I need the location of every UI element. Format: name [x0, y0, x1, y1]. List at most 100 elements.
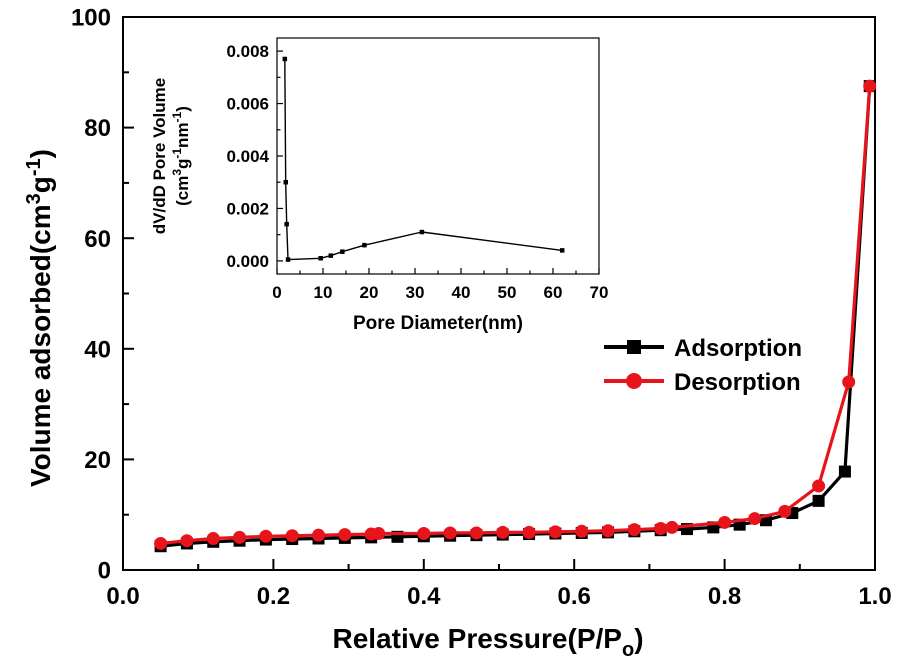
main-point-desorption [601, 524, 615, 538]
main-y-axis-title-close: ) [25, 149, 56, 158]
main-y-tick-label: 80 [84, 115, 111, 142]
main-y-tick-labels: 0 20 40 60 80 100 [71, 5, 111, 585]
inset-point-pore-size-distribution [362, 242, 367, 248]
main-x-axis-title-sub: o [622, 639, 634, 661]
main-x-tick-label: 0.2 [257, 583, 290, 610]
inset-plot: 0 10 20 30 40 50 60 70 0.0000.0020.0040.0060.00… [150, 37, 608, 334]
main-x-axis-title-unit: (P/P [568, 623, 622, 654]
inset-y-title-part-c: nm [173, 122, 192, 148]
main-x-tick-label: 0.8 [708, 583, 741, 610]
main-point-desorption [233, 530, 247, 544]
inset-y-axis-title-line2: (cm3g-1nm-1) [170, 106, 192, 206]
inset-x-tick-label: 20 [360, 283, 379, 302]
legend-marker-adsorption [627, 340, 641, 354]
main-point-desorption [627, 523, 641, 537]
inset-y-tick-labels: 0.000 0.002 0.004 0.006 0.008 [226, 42, 269, 271]
main-point-desorption [417, 527, 431, 541]
main-y-axis-title-unit: (cm [25, 204, 56, 254]
main-y-tick-label: 0 [98, 558, 111, 585]
main-point-desorption [522, 525, 536, 539]
main-point-desorption [575, 524, 589, 538]
main-series [154, 79, 877, 553]
main-point-desorption [718, 515, 732, 529]
inset-point-pore-size-distribution [419, 229, 425, 235]
main-point-desorption [748, 512, 762, 526]
main-x-axis-title-main: Relative Pressure [332, 623, 567, 654]
main-point-desorption [372, 527, 386, 541]
main-point-desorption [443, 526, 457, 540]
inset-y-tick-label: 0.000 [226, 252, 269, 271]
main-y-axis-title-sup1: 3 [23, 193, 45, 204]
main-y-axis-title-main: Volume adsorbed [25, 254, 56, 487]
main-x-tick-labels: 0.0 0.2 0.4 0.6 0.8 1.0 [106, 583, 891, 610]
inset-y-tick-label: 0.008 [226, 42, 269, 61]
inset-axis-ticks [276, 50, 600, 274]
main-y-axis-title: Volume adsorbed(cm3g-1) [23, 149, 56, 487]
inset-point-pore-size-distribution [282, 56, 288, 62]
main-point-desorption [469, 526, 483, 540]
main-point-desorption [778, 504, 792, 518]
inset-x-tick-labels: 0 10 20 30 40 50 60 70 [272, 283, 608, 302]
main-point-desorption [654, 522, 668, 536]
legend-label-desorption: Desorption [674, 369, 801, 396]
inset-x-tick-label: 60 [544, 283, 563, 302]
inset-y-tick-label: 0.002 [226, 200, 269, 219]
inset-point-pore-size-distribution [283, 179, 288, 185]
inset-y-title-part-d: ) [173, 106, 192, 112]
inset-point-pore-size-distribution [328, 253, 334, 258]
main-point-desorption [285, 529, 299, 543]
main-point-desorption [548, 525, 562, 539]
main-x-axis-title-close: ) [634, 623, 643, 654]
main-point-adsorption [838, 465, 851, 478]
main-point-desorption [206, 531, 220, 545]
legend-item-adsorption: Adsorption [604, 335, 802, 362]
inset-y-title-sup2: -1 [170, 148, 184, 159]
main-point-desorption [312, 528, 326, 542]
main-point-desorption [496, 525, 510, 539]
main-point-desorption [863, 79, 877, 93]
inset-series-line-pore-size-distribution [284, 58, 563, 261]
inset-point-pore-size-distribution [559, 248, 565, 253]
main-point-desorption [338, 528, 352, 542]
main-point-desorption [180, 534, 194, 548]
legend-item-desorption: Desorption [604, 369, 801, 396]
inset-point-pore-size-distribution [340, 249, 345, 254]
main-y-tick-label: 100 [71, 5, 111, 32]
main-y-axis-title-sup2: -1 [23, 158, 45, 176]
main-y-tick-label: 40 [84, 336, 111, 363]
inset-x-tick-label: 30 [406, 283, 425, 302]
main-y-axis-title-mid: g [25, 176, 56, 193]
inset-y-tick-label: 0.004 [226, 147, 269, 166]
legend: Adsorption Desorption [604, 335, 802, 396]
main-y-tick-label: 20 [84, 447, 111, 474]
inset-x-tick-label: 50 [498, 283, 517, 302]
inset-y-axis-title-line1: dV/dD Pore Volume [150, 78, 169, 235]
main-point-desorption [812, 479, 826, 493]
inset-series [282, 56, 565, 262]
main-x-tick-label: 0.4 [407, 583, 441, 610]
inset-plot-frame [276, 37, 600, 275]
main-point-desorption [665, 520, 679, 534]
inset-x-axis-title: Pore Diameter(nm) [353, 313, 523, 334]
inset-y-title-sup1: 3 [170, 169, 184, 176]
main-point-adsorption [812, 494, 825, 507]
main-point-desorption [259, 529, 273, 543]
inset-x-tick-label: 0 [272, 283, 281, 302]
inset-x-tick-label: 40 [452, 283, 471, 302]
inset-y-tick-label: 0.006 [226, 95, 269, 114]
main-point-desorption [154, 536, 168, 550]
inset-x-tick-label: 70 [590, 283, 609, 302]
inset-point-pore-size-distribution [285, 257, 291, 262]
main-x-axis-title: Relative Pressure(P/Po) [332, 623, 643, 661]
inset-point-pore-size-distribution [284, 221, 289, 227]
legend-marker-desorption [626, 373, 642, 389]
inset-y-title-sup3: -1 [170, 111, 184, 122]
inset-x-tick-label: 10 [314, 283, 333, 302]
inset-y-title-part-b: g [173, 159, 192, 169]
main-point-desorption [842, 375, 856, 389]
main-y-tick-label: 60 [84, 226, 111, 253]
main-x-tick-label: 0.0 [106, 583, 139, 610]
legend-label-adsorption: Adsorption [674, 335, 802, 362]
